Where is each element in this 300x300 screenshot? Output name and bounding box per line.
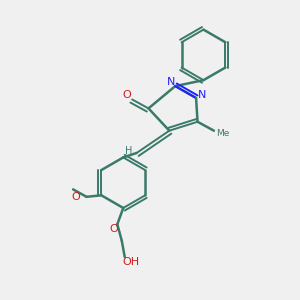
Text: O: O [110,224,118,234]
Text: N: N [167,76,175,87]
Text: O: O [123,90,131,100]
Text: OH: OH [122,257,139,267]
Text: O: O [72,192,80,203]
Text: N: N [198,90,206,100]
Text: Me: Me [216,129,230,138]
Text: H: H [124,146,132,157]
